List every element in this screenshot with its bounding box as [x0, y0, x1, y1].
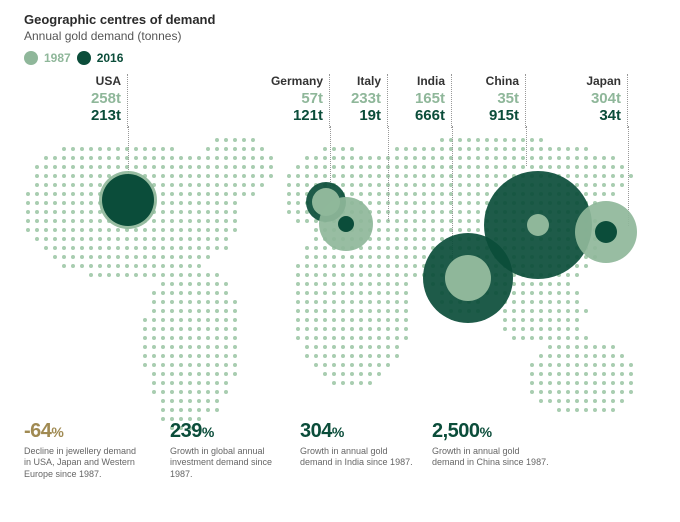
- bubble-italy-2016: [338, 216, 354, 232]
- bubble-japan-2016: [595, 221, 617, 243]
- stat-value: 304: [300, 420, 332, 442]
- country-usa: USA 258t213t: [82, 74, 128, 128]
- value-2016: 666t: [410, 107, 445, 124]
- country-china: China 35t915t: [478, 74, 526, 128]
- country-germany: Germany 57t121t: [258, 74, 330, 128]
- stat-desc: Growth in global annual investment deman…: [170, 446, 290, 480]
- stat-pct: 2,500%: [432, 420, 552, 443]
- stat-unit: %: [202, 424, 214, 440]
- country-japan: Japan 304t34t: [578, 74, 628, 128]
- country-italy: Italy 233t19t: [350, 74, 388, 128]
- country-name: Italy: [350, 74, 381, 88]
- world-map: [0, 130, 680, 430]
- legend: 1987 2016: [24, 51, 215, 65]
- country-india: India 165t666t: [410, 74, 452, 128]
- value-2016: 34t: [578, 107, 621, 124]
- country-name: Japan: [578, 74, 621, 88]
- stat-unit: %: [332, 424, 344, 440]
- country-name: Germany: [258, 74, 323, 88]
- stat-block: 239% Growth in global annual investment d…: [170, 420, 290, 480]
- stat-pct: 239%: [170, 420, 290, 443]
- stat-value: -64: [24, 420, 51, 442]
- bubble-china-1987: [527, 214, 549, 236]
- value-2016: 915t: [478, 107, 519, 124]
- country-name: China: [478, 74, 519, 88]
- header: Geographic centres of demand Annual gold…: [24, 12, 215, 65]
- stat-value: 239: [170, 420, 202, 442]
- value-2016: 121t: [258, 107, 323, 124]
- stat-unit: %: [480, 424, 492, 440]
- stat-block: 2,500% Growth in annual gold demand in Ch…: [432, 420, 552, 469]
- leader-line: [526, 126, 527, 166]
- legend-swatch-1987: [24, 51, 38, 65]
- value-1987: 165t: [410, 90, 445, 107]
- value-1987: 304t: [578, 90, 621, 107]
- stat-desc: Growth in annual gold demand in China si…: [432, 446, 552, 469]
- value-2016: 213t: [82, 107, 121, 124]
- bubble-usa-2016: [102, 174, 154, 226]
- value-1987: 258t: [82, 90, 121, 107]
- legend-label-2016: 2016: [97, 51, 124, 65]
- legend-label-1987: 1987: [44, 51, 71, 65]
- value-2016: 19t: [350, 107, 381, 124]
- stat-block: 304% Growth in annual gold demand in Indi…: [300, 420, 420, 469]
- country-name: India: [410, 74, 445, 88]
- stat-desc: Growth in annual gold demand in India si…: [300, 446, 420, 469]
- bubble-india-1987: [445, 255, 491, 301]
- value-1987: 35t: [478, 90, 519, 107]
- subtitle: Annual gold demand (tonnes): [24, 29, 215, 43]
- country-name: USA: [82, 74, 121, 88]
- title: Geographic centres of demand: [24, 12, 215, 27]
- stat-pct: -64%: [24, 420, 144, 443]
- stat-block: -64% Decline in jewellery demand in USA, …: [24, 420, 144, 480]
- stat-pct: 304%: [300, 420, 420, 443]
- leader-line: [388, 126, 389, 221]
- stat-desc: Decline in jewellery demand in USA, Japa…: [24, 446, 144, 480]
- stat-unit: %: [51, 424, 63, 440]
- legend-swatch-2016: [77, 51, 91, 65]
- stat-value: 2,500: [432, 420, 480, 442]
- value-1987: 233t: [350, 90, 381, 107]
- value-1987: 57t: [258, 90, 323, 107]
